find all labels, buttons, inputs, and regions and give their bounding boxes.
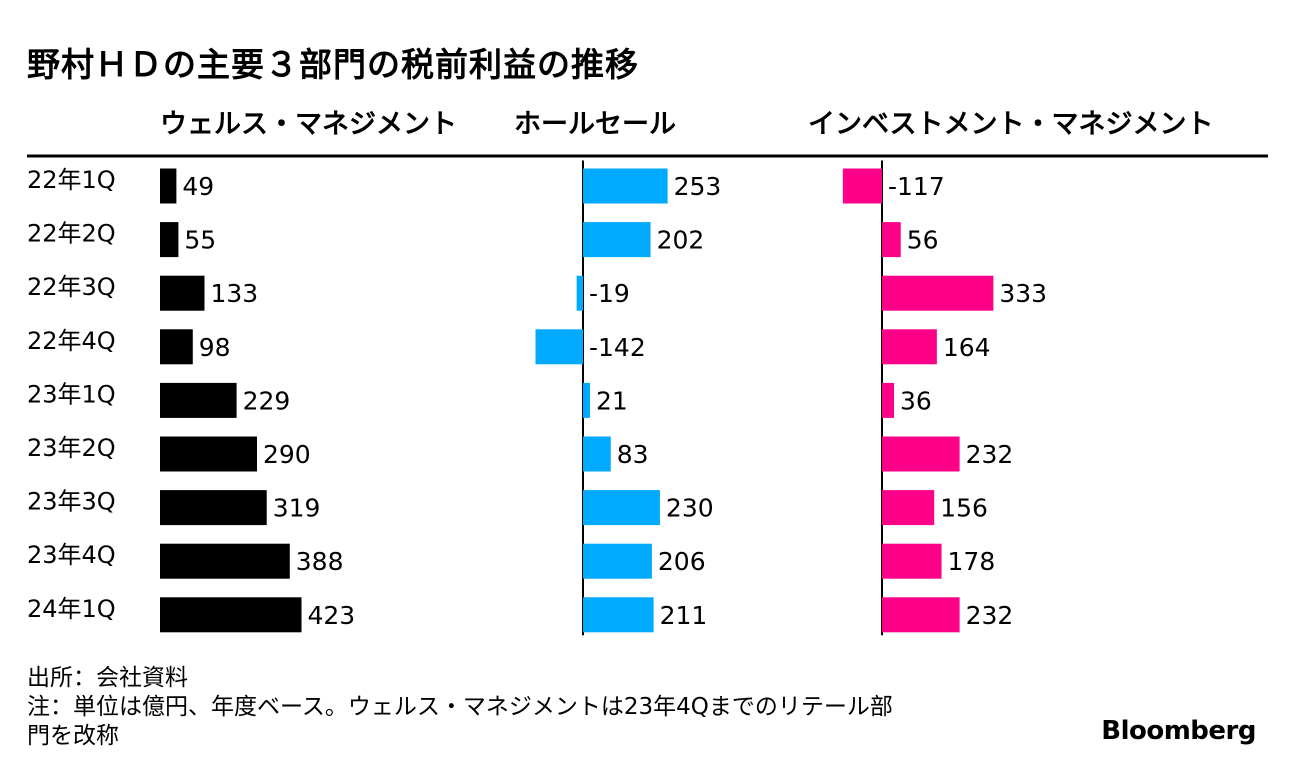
category-label: 24年1Q [27, 595, 116, 623]
footer: 出所：会社資料 注：単位は億円、年度ベース。ウェルス・マネジメントは23年4Qま… [27, 664, 1027, 751]
data-label: 232 [966, 440, 1014, 469]
bar [160, 543, 290, 579]
data-label: 229 [243, 386, 291, 415]
data-label: 202 [657, 226, 705, 255]
data-label: 164 [943, 333, 991, 362]
bar [160, 275, 205, 311]
data-label: 333 [999, 279, 1047, 308]
category-label: 22年3Q [27, 273, 116, 301]
category-label: 23年4Q [27, 541, 116, 569]
category-label: 22年2Q [27, 220, 116, 248]
bar [882, 329, 937, 365]
data-label: 230 [666, 494, 714, 523]
category-label: 22年4Q [27, 327, 116, 355]
note-text-line1: 注：単位は億円、年度ベース。ウェルス・マネジメントは23年4Qまでのリテール部 [27, 694, 893, 720]
data-label: 319 [273, 494, 321, 523]
bar [583, 543, 652, 579]
bar [583, 436, 611, 472]
bar [583, 222, 651, 258]
data-label: 56 [907, 226, 939, 255]
bar [583, 597, 654, 633]
bar [583, 168, 668, 204]
bar [882, 436, 960, 472]
data-label: -117 [888, 172, 945, 201]
data-label: 232 [966, 601, 1014, 630]
data-label: 290 [263, 440, 311, 469]
bar [160, 597, 302, 633]
data-label: 49 [182, 172, 214, 201]
bar [535, 329, 583, 365]
bar [583, 382, 591, 418]
data-label: 178 [948, 547, 996, 576]
series-header: ホールセール [514, 109, 676, 140]
bar [160, 382, 237, 418]
data-label: 156 [940, 494, 988, 523]
data-label: 21 [596, 386, 628, 415]
data-label: 388 [296, 547, 344, 576]
bloomberg-logo: Bloomberg [1101, 716, 1256, 746]
bar [160, 168, 177, 204]
bar [160, 222, 179, 258]
bar [882, 490, 935, 526]
data-label: 211 [660, 601, 708, 630]
category-label: 23年2Q [27, 434, 116, 462]
bar [882, 275, 994, 311]
bar [160, 436, 258, 472]
series-header: ウェルス・マネジメント [160, 109, 457, 140]
data-label: 55 [184, 226, 216, 255]
data-label: 253 [674, 172, 722, 201]
bar [882, 543, 942, 579]
data-label: 133 [210, 279, 258, 308]
bar [576, 275, 583, 311]
chart-title: 野村ＨＤの主要３部門の税前利益の推移 [27, 45, 639, 84]
data-label: 423 [307, 601, 355, 630]
data-label: 98 [199, 333, 231, 362]
data-label: 36 [900, 386, 932, 415]
bar [882, 597, 960, 633]
bar [160, 490, 267, 526]
bar [882, 382, 895, 418]
category-label: 23年1Q [27, 380, 116, 408]
data-label: -142 [589, 333, 646, 362]
data-label: 206 [658, 547, 706, 576]
note-text-line2: 門を改称 [27, 723, 119, 749]
data-label: -19 [589, 279, 630, 308]
series-header: インベストメント・マネジメント [808, 109, 1214, 140]
bar [842, 168, 882, 204]
bar [160, 329, 193, 365]
category-label: 22年1Q [27, 166, 116, 194]
source-text: 出所：会社資料 [27, 665, 188, 691]
category-label: 23年3Q [27, 488, 116, 516]
bar [882, 222, 901, 258]
data-label: 83 [617, 440, 649, 469]
bar [583, 490, 660, 526]
